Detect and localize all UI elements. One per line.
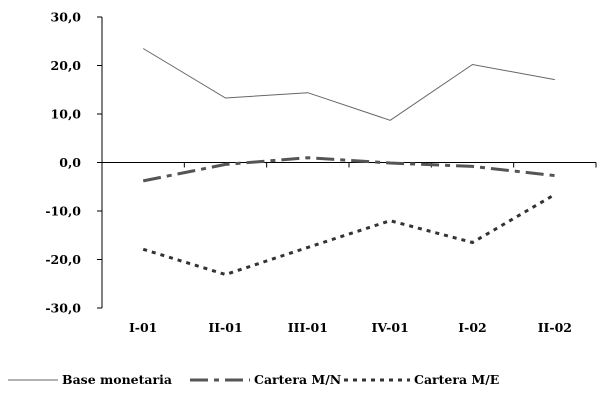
x-tick-label: II-02 bbox=[538, 320, 572, 335]
y-tick-label: 10,0 bbox=[51, 107, 82, 122]
legend: Base monetaria Cartera M/N Cartera M/E bbox=[8, 372, 499, 387]
x-tick-label: I-01 bbox=[129, 320, 157, 335]
x-axis-ticks: I-01 II-01 III-01 IV-01 I-02 II-02 bbox=[101, 162, 597, 335]
x-tick-label: II-01 bbox=[208, 320, 242, 335]
y-tick-label: 0,0 bbox=[59, 155, 81, 170]
legend-label: Cartera M/E bbox=[414, 372, 499, 387]
y-tick-label: 30,0 bbox=[51, 10, 82, 25]
x-tick-label: I-02 bbox=[458, 320, 486, 335]
y-axis-ticks: 30,0 20,0 10,0 0,0 -10,0 -20,0 -30,0 bbox=[45, 10, 102, 316]
x-tick-label: III-01 bbox=[288, 320, 328, 335]
series-line-cartera-m-n bbox=[142, 156, 555, 183]
series-line-cartera-m-e bbox=[142, 193, 556, 277]
x-tick-label: IV-01 bbox=[372, 320, 409, 335]
y-tick-label: 20,0 bbox=[51, 58, 82, 73]
y-tick-label: -10,0 bbox=[45, 204, 81, 219]
legend-label: Base monetaria bbox=[62, 372, 172, 387]
series-lines bbox=[142, 48, 556, 277]
y-tick-label: -30,0 bbox=[45, 301, 81, 316]
series-line-base-monetaria bbox=[142, 48, 555, 121]
y-tick-label: -20,0 bbox=[45, 252, 81, 267]
legend-label: Cartera M/N bbox=[254, 372, 341, 387]
